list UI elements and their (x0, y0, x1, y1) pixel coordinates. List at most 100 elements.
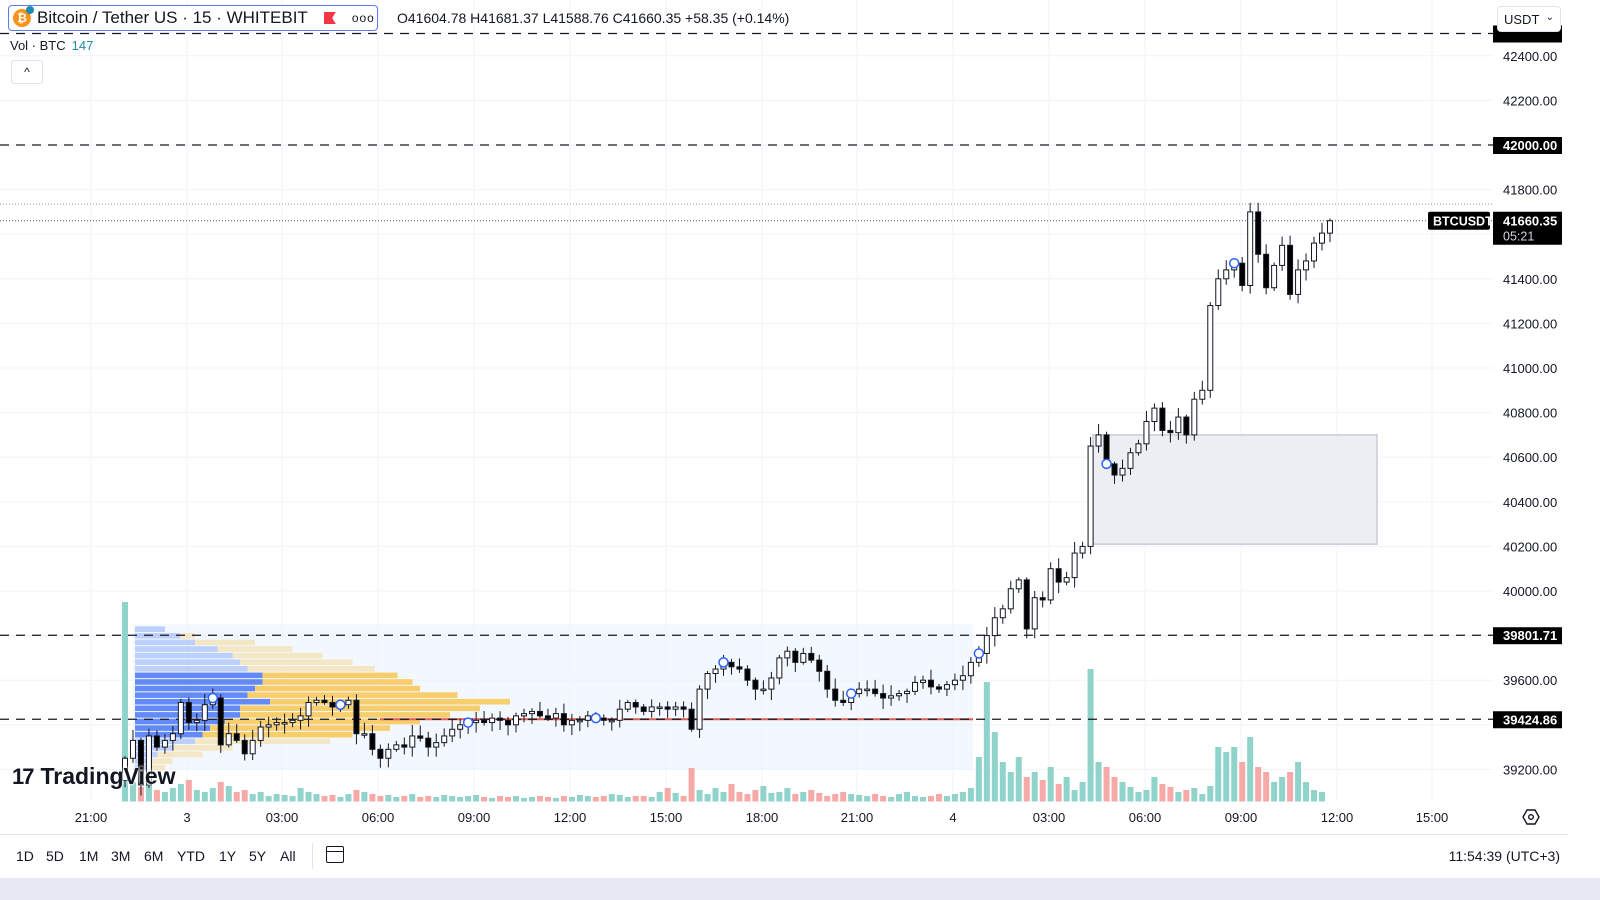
settings-icon[interactable] (1522, 808, 1540, 826)
price-chart[interactable]: 42400.00 42200.00 41800.00 41400.00 41200.00… (0, 0, 1600, 834)
level-price-label: 39424.86 (1503, 712, 1557, 727)
volume-bar (193, 790, 200, 802)
candle-up (1199, 389, 1206, 400)
candle-down (688, 708, 695, 730)
volume-bar (1127, 787, 1134, 802)
candle-down (1023, 579, 1030, 630)
event-marker-icon[interactable] (973, 648, 985, 659)
range-1d[interactable]: 1D (16, 848, 34, 864)
event-marker-icon[interactable] (590, 712, 602, 724)
collapse-legend-button[interactable]: ^ (11, 60, 43, 84)
volume-bar (1311, 790, 1318, 802)
candle-up (513, 715, 520, 726)
more-icon[interactable]: ooo (351, 11, 375, 25)
flag-icon[interactable] (323, 12, 336, 24)
volume-bar (1271, 782, 1278, 802)
event-marker-icon[interactable] (1228, 257, 1240, 269)
candle-up (864, 688, 871, 692)
volume-profile-down-bar (262, 672, 398, 679)
volume-profile-up-bar (135, 679, 263, 685)
time-tick-label: 12:00 (554, 810, 587, 825)
volume-bar (449, 796, 456, 802)
currency-select[interactable]: USDT ⌄ (1497, 6, 1561, 32)
calendar-icon[interactable] (326, 846, 344, 863)
candle-up (920, 679, 926, 683)
volume-bar (1103, 767, 1110, 802)
event-marker-icon[interactable] (335, 699, 346, 710)
candle-up (1007, 588, 1014, 610)
volume-bar (904, 792, 911, 802)
candle-up (704, 673, 711, 690)
event-marker-icon[interactable] (462, 717, 474, 728)
event-marker-icon[interactable] (845, 688, 857, 699)
candle-down (1039, 597, 1046, 601)
volume-bar (273, 794, 280, 802)
volume-bar (377, 796, 384, 802)
event-marker-icon[interactable] (207, 692, 219, 704)
volume-bar (177, 784, 184, 802)
volume-bar (1143, 790, 1150, 802)
volume-bar (1255, 767, 1262, 802)
volume-profile-down-bar (255, 685, 420, 692)
volume-bar (385, 795, 392, 802)
volume-bar (680, 796, 687, 802)
candle-up (1271, 264, 1278, 289)
range-5d[interactable]: 5D (46, 848, 64, 864)
volume-profile-up-bar (135, 633, 180, 639)
range-5y[interactable]: 5Y (249, 848, 267, 864)
candle-down (927, 679, 934, 688)
volume-bar (1287, 772, 1294, 802)
volume-bar (1207, 786, 1214, 802)
volume-bar (393, 797, 400, 802)
volume-profile-up-bar (135, 698, 270, 705)
candle-up (441, 735, 448, 744)
time-tick-label: 09:00 (458, 810, 491, 825)
volume-bar (1087, 669, 1094, 802)
volume-bar (1135, 792, 1142, 802)
range-1y[interactable]: 1Y (219, 848, 237, 864)
candle-down (824, 670, 831, 690)
bottom-toolbar: 1D 5D 1M 3M 6M YTD 1Y 5Y All 11:54:39 (UTC+3) (0, 834, 1568, 879)
candle-down (536, 710, 543, 717)
volume-bar (927, 796, 934, 802)
range-6m[interactable]: 6M (144, 848, 164, 864)
range-3m[interactable]: 3M (111, 848, 131, 864)
candle-up (1135, 443, 1142, 454)
candle-down (185, 702, 192, 724)
candle-up (161, 739, 168, 748)
event-marker-icon[interactable] (1101, 458, 1112, 470)
event-marker-icon[interactable] (718, 657, 729, 668)
clock[interactable]: 11:54:39 (UTC+3) (1448, 848, 1560, 864)
symbol-legend[interactable]: ₿ Bitcoin / Tether US · 15 · WHITEBIT oo… (8, 5, 378, 31)
volume-bar (864, 796, 871, 802)
volume-bar (233, 792, 240, 802)
candle-down (640, 706, 647, 712)
candle-up (648, 706, 655, 712)
volume-bar (1279, 777, 1286, 802)
volume-profile-down-bar (217, 646, 293, 652)
price-tick-label: 40800.00 (1503, 406, 1557, 421)
volume-value: 147 (71, 38, 94, 53)
candle-up (265, 724, 272, 728)
range-1m[interactable]: 1M (79, 848, 99, 864)
symbol-tag (1428, 211, 1490, 230)
candle-up (967, 661, 974, 677)
time-tick-label: 18:00 (746, 810, 779, 825)
volume-bar (720, 792, 727, 802)
symbol-title[interactable]: Bitcoin / Tether US · 15 · WHITEBIT (37, 8, 308, 27)
candle-down (744, 668, 751, 681)
volume-bar (991, 732, 998, 802)
volume-legend[interactable]: Vol · BTC 147 (10, 38, 93, 53)
volume-bar (728, 784, 735, 802)
volume-profile-up-bar (135, 652, 233, 659)
tradingview-logo-icon: 17 (12, 763, 35, 789)
range-all[interactable]: All (280, 848, 296, 864)
candle-down (425, 737, 432, 748)
candle-up (800, 652, 807, 663)
range-ytd[interactable]: YTD (177, 848, 205, 864)
tradingview-logo[interactable]: 17 TradingView (12, 763, 176, 790)
volume-bar (624, 797, 631, 802)
candle-down (481, 719, 488, 724)
candle-down (1167, 429, 1174, 434)
candle-up (1326, 220, 1333, 234)
